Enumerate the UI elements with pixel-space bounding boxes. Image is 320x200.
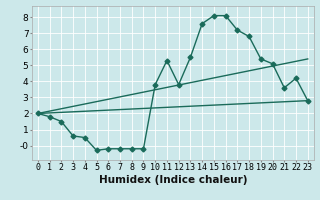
X-axis label: Humidex (Indice chaleur): Humidex (Indice chaleur) [99, 175, 247, 185]
